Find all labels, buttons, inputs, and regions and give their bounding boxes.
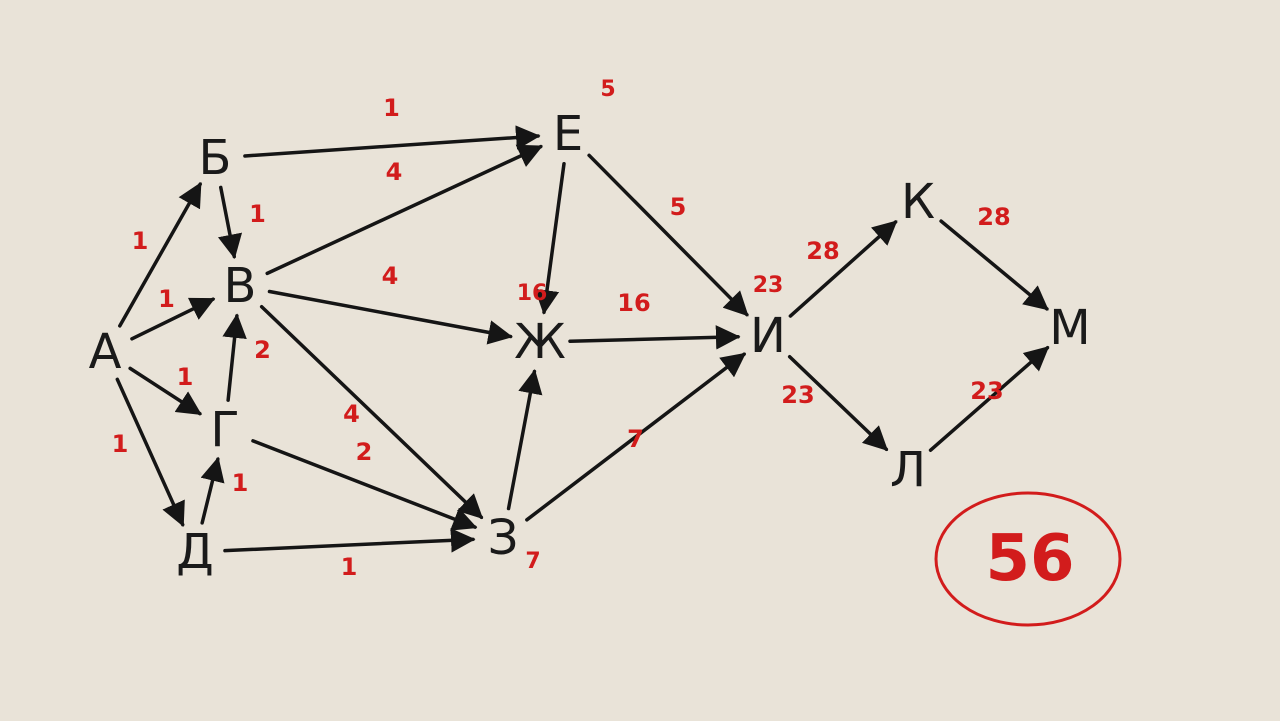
edge-weight-a-g: 1 <box>177 363 194 391</box>
edge-weight-b6-v: 1 <box>249 200 266 228</box>
edge-weight-v-z: 4 <box>343 400 360 428</box>
edge-d-z <box>223 528 476 553</box>
edge-i-k <box>788 220 898 318</box>
edge-weight-a-b6: 1 <box>132 227 149 255</box>
edge-weight-g-v: 2 <box>254 336 271 364</box>
edge-weight-z-i: 7 <box>627 425 644 453</box>
edge-l-m <box>928 346 1050 452</box>
edge-a-g <box>128 366 202 416</box>
edge-weight-b6-e: 1 <box>383 94 400 122</box>
edge-e-i <box>587 153 749 317</box>
edge-v-e <box>265 144 544 276</box>
node-b6: Б <box>199 130 232 186</box>
edge-weight-l-m: 23 <box>970 377 1003 405</box>
edge-zh-i <box>568 325 741 350</box>
edge-k-m <box>939 219 1049 311</box>
edge-v-z <box>259 305 484 519</box>
edge-weight-v-zh: 4 <box>382 262 399 290</box>
node-mark-e: 5 <box>600 77 615 102</box>
node-e: Е <box>553 106 583 162</box>
edge-weight-k-m: 28 <box>977 203 1010 231</box>
edge-z-zh <box>506 369 543 511</box>
result-group: 56 <box>934 491 1122 627</box>
node-v: В <box>224 258 257 314</box>
edge-weight-g-z: 2 <box>356 438 373 466</box>
edge-z-i <box>525 352 747 522</box>
edge-weight-zh-i: 16 <box>617 289 650 317</box>
edge-weight-a-d: 1 <box>112 430 129 458</box>
result-circle <box>934 491 1122 627</box>
edge-a-v <box>130 297 216 341</box>
node-a: А <box>89 324 122 380</box>
edge-weight-i-k: 28 <box>806 237 839 265</box>
edge-weight-i-l: 23 <box>781 381 814 409</box>
node-i: И <box>750 308 786 364</box>
edge-b6-e <box>243 125 541 158</box>
result-value: 56 <box>985 522 1074 596</box>
edge-a-b6 <box>118 181 202 328</box>
node-m: М <box>1049 300 1090 356</box>
edge-e-zh <box>534 161 566 315</box>
node-mark-zh: 16 <box>517 281 548 306</box>
node-d: Д <box>176 524 214 580</box>
node-mark-i: 23 <box>753 273 784 298</box>
edge-weight-v-e: 4 <box>386 158 403 186</box>
node-z: З <box>488 510 519 566</box>
node-k: К <box>901 174 935 230</box>
edge-weight-a-v: 1 <box>158 285 175 313</box>
node-l: Л <box>890 442 926 498</box>
edge-a-d <box>115 377 185 527</box>
edge-g-z <box>251 439 478 531</box>
node-zh: Ж <box>514 314 566 370</box>
edge-b6-v <box>217 185 243 259</box>
node-mark-z: 7 <box>525 549 540 574</box>
node-g: Г <box>210 402 239 458</box>
edge-i-l <box>787 354 889 452</box>
edge-weight-d-g: 1 <box>232 469 249 497</box>
edge-v-zh <box>267 289 513 345</box>
edge-g-v <box>222 313 247 402</box>
edge-weight-e-i: 5 <box>670 193 687 221</box>
edge-weight-d-z: 1 <box>341 553 358 581</box>
edge-d-g <box>200 456 225 525</box>
